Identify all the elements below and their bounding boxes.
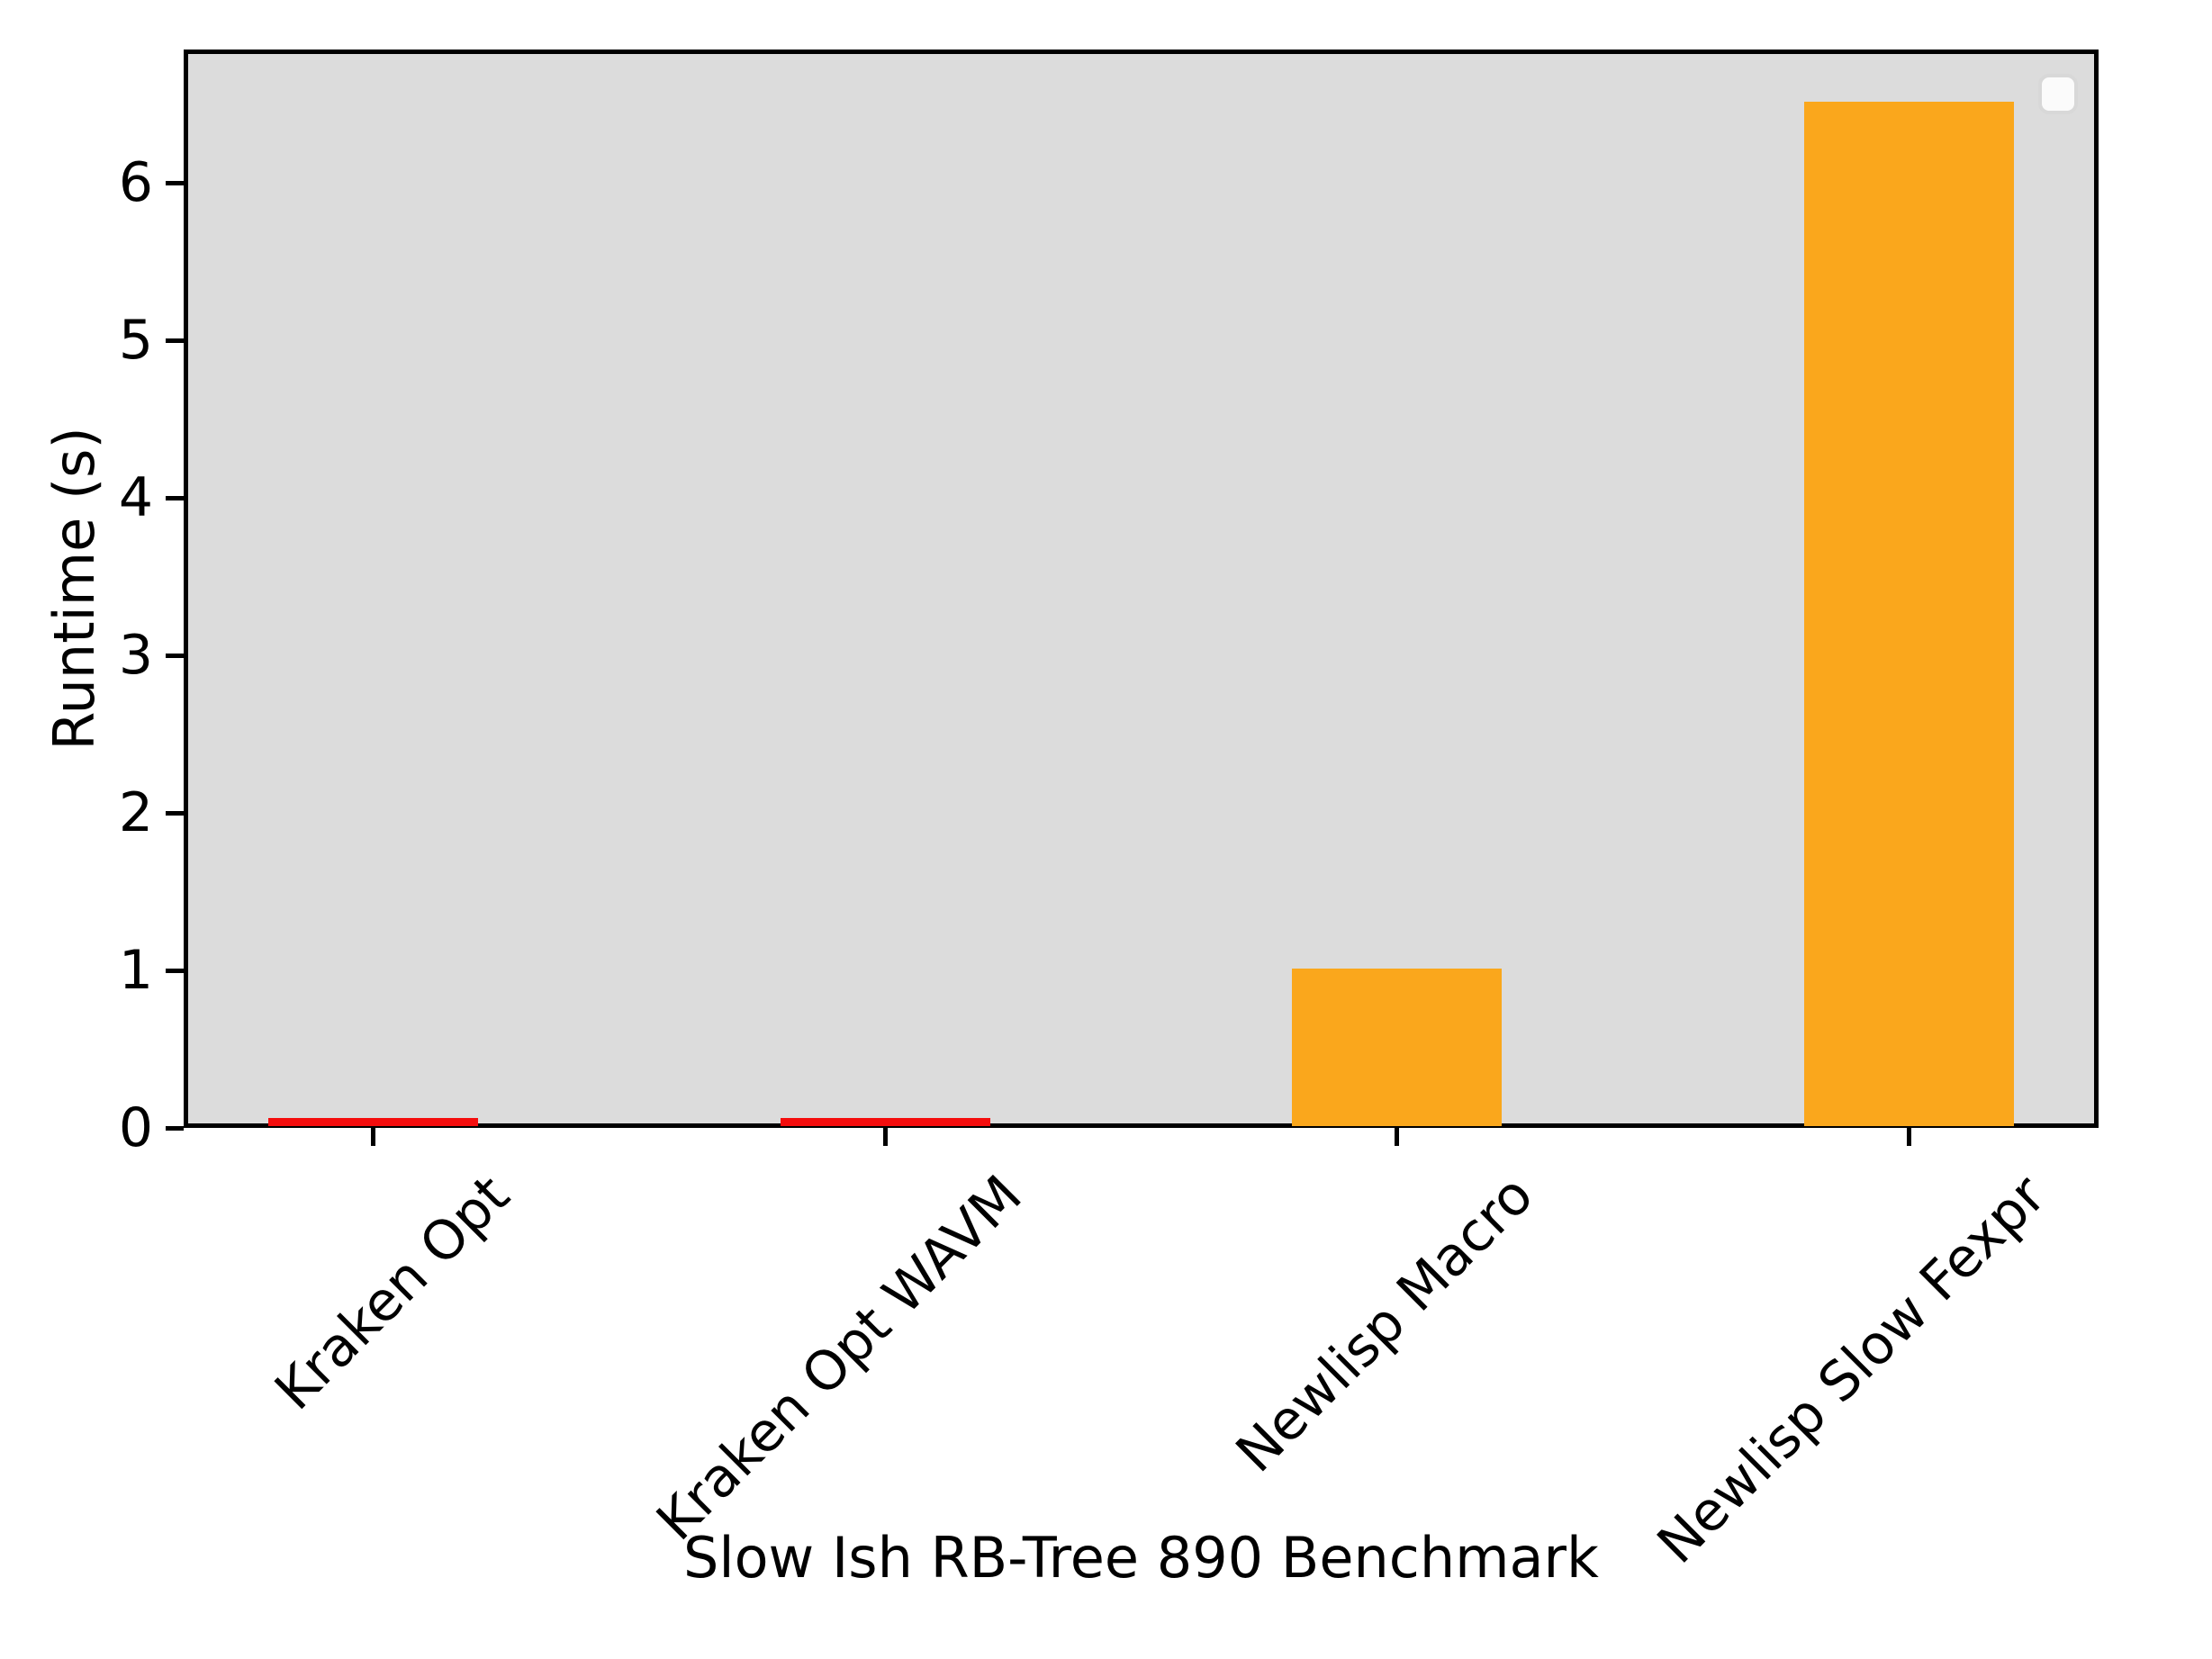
- bar-newlisp-macro: [1292, 969, 1502, 1126]
- y-tick: [166, 968, 184, 973]
- y-tick: [166, 653, 184, 658]
- x-tick-label: Newlisp Slow Fexpr: [1645, 1163, 2058, 1576]
- bar-newlisp-slow-fexpr: [1804, 102, 2014, 1126]
- plot-area: [184, 50, 2099, 1128]
- y-tick-label: 5: [118, 309, 153, 372]
- x-tick: [1906, 1128, 1911, 1146]
- x-tick-label: Kraken Opt WAVM: [645, 1163, 1034, 1554]
- y-tick-label: 6: [118, 151, 153, 214]
- y-tick: [166, 495, 184, 500]
- bar-kraken-opt-wavm: [781, 1118, 990, 1126]
- x-tick: [371, 1128, 376, 1146]
- legend-box: [2038, 74, 2078, 114]
- y-tick-label: 3: [118, 624, 153, 687]
- bar-kraken-opt: [268, 1118, 478, 1126]
- y-tick: [166, 338, 184, 343]
- y-tick-label: 0: [118, 1096, 153, 1159]
- x-tick-label: Kraken Opt: [263, 1163, 522, 1422]
- y-tick-label: 1: [118, 939, 153, 1002]
- y-tick-label: 4: [118, 466, 153, 529]
- y-tick: [166, 180, 184, 185]
- y-tick: [166, 810, 184, 816]
- x-tick-label: Newlisp Macro: [1224, 1163, 1546, 1485]
- x-tick: [1395, 1128, 1400, 1146]
- y-axis-label: Runtime (s): [41, 427, 107, 751]
- y-tick-label: 2: [118, 781, 153, 844]
- x-tick: [882, 1128, 888, 1146]
- x-axis-label: Slow Ish RB-Tree 890 Benchmark: [683, 1525, 1599, 1591]
- y-tick: [166, 1125, 184, 1131]
